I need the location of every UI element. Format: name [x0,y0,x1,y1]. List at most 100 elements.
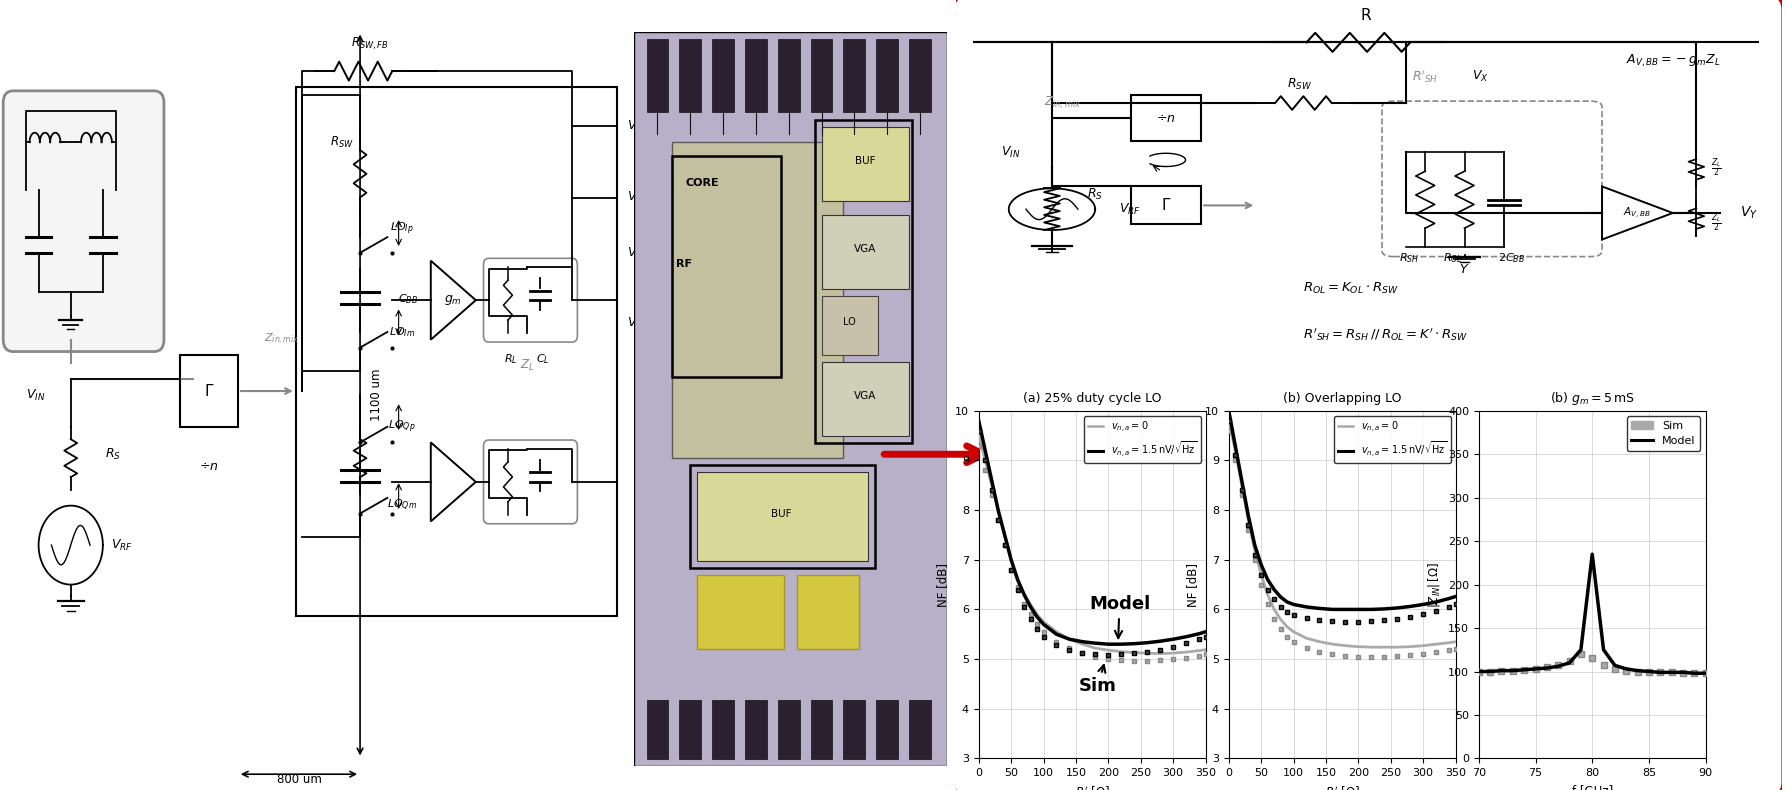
Text: 800 um: 800 um [277,773,321,786]
Text: $V_{IN}$: $V_{IN}$ [1000,145,1020,160]
Text: $V_{IN}$: $V_{IN}$ [25,387,45,403]
Bar [811,700,832,759]
Text: $V_Y$: $V_Y$ [1740,205,1757,221]
Bar [647,39,668,112]
Text: $Z_L$: $Z_L$ [520,357,534,373]
Bar [811,39,832,112]
Text: RF: RF [677,258,691,269]
Bar [814,120,913,443]
Text: $LO_{Ip}$: $LO_{Ip}$ [389,221,414,237]
Title: (b) Overlapping LO: (b) Overlapping LO [1282,393,1402,405]
Bar [822,127,909,201]
Bar [679,39,702,112]
Text: R: R [1361,9,1372,23]
Text: Model: Model [1089,596,1150,638]
Text: 1100 um: 1100 um [370,369,382,421]
Text: $V_{RF}$: $V_{RF}$ [111,537,132,553]
Text: $A_{V,BB}=-g_m Z_L$: $A_{V,BB}=-g_m Z_L$ [1625,53,1720,70]
Bar [296,87,618,616]
Text: LO: LO [843,318,855,328]
Text: Sim: Sim [1079,665,1116,695]
Bar [713,39,734,112]
Text: $Y$: $Y$ [1459,263,1470,276]
Text: CORE: CORE [686,178,720,188]
Y-axis label: NF [dB]: NF [dB] [936,562,950,607]
Bar [822,215,909,288]
FancyBboxPatch shape [1382,101,1602,257]
Y-axis label: $|Z_{IN}|\,[\Omega]$: $|Z_{IN}|\,[\Omega]$ [1427,562,1443,608]
FancyBboxPatch shape [484,440,577,524]
Text: $A_{V,BB}$: $A_{V,BB}$ [1623,205,1652,220]
Bar [779,39,800,112]
Text: $V_{Im}$: $V_{Im}$ [627,118,648,134]
Text: $R_{OL}$: $R_{OL}$ [1443,251,1463,265]
Legend: $v_{n,a}=0$, $v_{n,a}=1.5\,\mathrm{nV}/\sqrt{\mathrm{Hz}}$: $v_{n,a}=0$, $v_{n,a}=1.5\,\mathrm{nV}/\… [1334,416,1450,463]
Y-axis label: NF [dB]: NF [dB] [1186,562,1200,607]
Text: $R_{OL} = K_{OL} \cdot R_{SW}$: $R_{OL} = K_{OL} \cdot R_{SW}$ [1304,281,1398,296]
FancyBboxPatch shape [484,258,577,342]
Text: $\div n$: $\div n$ [200,460,218,472]
Text: $\frac{Z_L}{2}$: $\frac{Z_L}{2}$ [1711,211,1722,234]
Text: $\Gamma$: $\Gamma$ [204,383,214,399]
Bar [843,39,864,112]
Text: $g_m$: $g_m$ [445,293,463,307]
Bar [180,356,238,427]
Bar [672,142,843,457]
Text: $Z_{in,mix}$: $Z_{in,mix}$ [1045,95,1081,111]
Text: VGA: VGA [854,244,877,254]
Bar [909,700,931,759]
Legend: $v_{n,a}=0$, $v_{n,a}=1.5\,\mathrm{nV}/\sqrt{\mathrm{Hz}}$: $v_{n,a}=0$, $v_{n,a}=1.5\,\mathrm{nV}/\… [1084,416,1200,463]
Text: $R_{SW}$: $R_{SW}$ [330,134,354,150]
Text: $R_S$: $R_S$ [1088,186,1104,201]
Bar [1131,186,1202,224]
Text: BUF: BUF [855,156,875,166]
Text: $R'_{SH}$: $R'_{SH}$ [1413,68,1438,85]
Text: $R_{SH}$: $R_{SH}$ [1400,251,1420,265]
Text: VGA: VGA [854,391,877,401]
Bar [689,465,875,568]
Bar [745,700,766,759]
Bar [877,700,898,759]
FancyBboxPatch shape [4,91,164,352]
FancyBboxPatch shape [952,0,1784,790]
Bar [877,39,898,112]
Bar [1131,96,1202,141]
X-axis label: f [GHz]: f [GHz] [1572,784,1613,790]
Text: $C_L$: $C_L$ [536,352,550,367]
Bar [745,39,766,112]
Text: $V_{RF}$: $V_{RF}$ [1118,201,1141,216]
Text: $R_{SW}$: $R_{SW}$ [1288,77,1313,92]
Bar [797,575,859,649]
Text: $V_{Qm}$: $V_{Qm}$ [627,245,652,261]
Text: $R'_{SH} = R_{SH} \,//\, R_{OL} = K' \cdot R_{SW}$: $R'_{SH} = R_{SH} \,//\, R_{OL} = K' \cd… [1304,326,1468,343]
Bar [679,700,702,759]
Title: (b) $g_m = 5\,$mS: (b) $g_m = 5\,$mS [1550,390,1634,408]
Text: $V_{Ip}$: $V_{Ip}$ [627,189,645,206]
Text: BUF: BUF [772,509,791,518]
Text: $\Gamma$: $\Gamma$ [1161,198,1172,213]
Bar [672,156,780,377]
Text: $2C_{BB}$: $2C_{BB}$ [1498,251,1525,265]
X-axis label: $R_S'\,[\Omega]$: $R_S'\,[\Omega]$ [1325,784,1359,790]
Text: $\frac{Z_L}{2}$: $\frac{Z_L}{2}$ [1711,156,1722,179]
Bar [843,700,864,759]
Text: $R_S$: $R_S$ [105,446,120,462]
Bar [697,472,868,561]
Text: $LO_{Qp}$: $LO_{Qp}$ [388,419,416,435]
Bar [779,700,800,759]
Text: $V_{Qp}$: $V_{Qp}$ [627,315,650,333]
Text: $R_{SW,FB}$: $R_{SW,FB}$ [350,36,389,51]
Text: $C_{BB}$: $C_{BB}$ [398,292,418,306]
Bar [713,700,734,759]
Bar [909,39,931,112]
Text: $LO_{Im}$: $LO_{Im}$ [389,325,414,339]
X-axis label: $R_S'\,[\Omega]$: $R_S'\,[\Omega]$ [1075,784,1109,790]
Text: $V_X$: $V_X$ [1472,69,1488,84]
Bar [647,700,668,759]
Legend: Sim, Model: Sim, Model [1627,416,1700,451]
Text: $LO_{Qm}$: $LO_{Qm}$ [388,498,416,514]
Bar [697,575,784,649]
Text: $\div n$: $\div n$ [1156,111,1175,125]
Text: $Z_{in,mix}$: $Z_{in,mix}$ [264,332,298,348]
Text: $R_L$: $R_L$ [504,352,518,367]
